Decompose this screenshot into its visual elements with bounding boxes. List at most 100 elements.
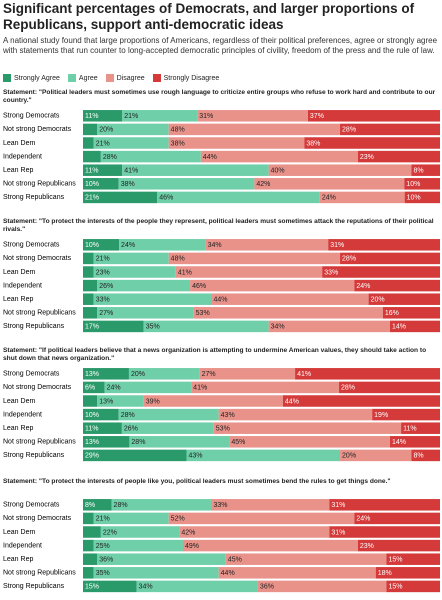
bar-segment <box>83 408 119 421</box>
legend-label: Strongly Disagree <box>163 74 220 82</box>
bar-segment <box>211 499 330 511</box>
bar-segment <box>83 526 101 538</box>
value-label: 21% <box>85 195 99 202</box>
value-label: 11% <box>403 426 417 433</box>
value-label: 33% <box>214 502 228 509</box>
bar-segment <box>143 395 283 407</box>
value-label: 18% <box>378 570 392 577</box>
bar-segment <box>319 191 405 204</box>
category-label: Independent <box>3 153 42 160</box>
value-label: 24% <box>356 283 370 290</box>
bar-segment <box>404 178 440 190</box>
bar-segment <box>200 150 358 163</box>
value-label: 38% <box>306 140 320 147</box>
bar-segment <box>386 580 440 593</box>
bar-segment <box>411 449 440 462</box>
bar-segment <box>205 239 329 251</box>
bar-segment <box>191 381 340 394</box>
statement: Statement: "If political leaders believe… <box>3 347 427 363</box>
value-label: 52% <box>171 516 185 523</box>
bar-segment <box>83 239 120 251</box>
value-label: 33% <box>324 269 338 276</box>
category-label: Not strong Democrats <box>3 255 72 262</box>
value-label: 44% <box>285 398 299 405</box>
value-label: 41% <box>297 371 311 378</box>
bar-segment <box>404 191 440 204</box>
value-label: 10% <box>85 181 99 188</box>
bar-segment <box>93 512 169 525</box>
value-label: 25% <box>96 543 110 550</box>
bar-segment <box>329 499 440 511</box>
bar-segment <box>211 293 369 305</box>
value-label: 49% <box>185 543 199 550</box>
value-label: 24% <box>322 195 336 202</box>
bar-segment <box>83 164 123 176</box>
value-label: 19% <box>374 412 388 419</box>
value-label: 28% <box>342 127 356 134</box>
bar-segment <box>97 553 226 565</box>
value-label: 11% <box>85 168 99 175</box>
bar-segment <box>83 191 158 204</box>
bar-segment <box>83 110 123 122</box>
value-label: 31% <box>331 529 345 536</box>
bar-segment <box>119 239 206 251</box>
bar-segment <box>93 539 183 552</box>
value-label: 29% <box>85 453 99 460</box>
bar-segment <box>93 252 169 265</box>
value-label: 35% <box>96 570 110 577</box>
value-label: 22% <box>103 529 117 536</box>
bar-segment <box>322 266 440 278</box>
value-label: 44% <box>203 154 217 161</box>
bar-segment <box>83 307 98 319</box>
legend-swatch <box>3 74 11 82</box>
category-label: Not strong Democrats <box>3 384 72 391</box>
category-label: Lean Rep <box>3 296 33 303</box>
bar-segment <box>100 150 201 163</box>
bar-segment <box>168 137 305 149</box>
value-label: 8% <box>413 168 423 175</box>
bar-segment <box>354 512 440 525</box>
legend-item: Strongly Agree <box>3 74 60 82</box>
bar-segment <box>83 266 94 278</box>
value-label: 21% <box>96 140 110 147</box>
category-label: Lean Dem <box>3 269 35 276</box>
bar-segment <box>129 436 230 448</box>
category-label: Strong Republicans <box>3 583 65 590</box>
bar-segment <box>83 539 94 552</box>
value-label: 31% <box>331 502 345 509</box>
value-label: 16% <box>385 310 399 317</box>
bar-segment <box>97 395 144 407</box>
category-label: Strong Democrats <box>3 113 60 120</box>
value-label: 6% <box>85 385 95 392</box>
bar-segment <box>401 422 440 434</box>
value-label: 21% <box>96 256 110 263</box>
bar-segment <box>199 368 296 380</box>
category-label: Strong Republicans <box>3 323 65 330</box>
category-label: Independent <box>3 411 42 418</box>
bar-segment <box>93 293 212 305</box>
value-label: 33% <box>96 297 110 304</box>
value-label: 45% <box>231 439 245 446</box>
value-label: 23% <box>360 543 374 550</box>
bar-segment <box>340 449 412 462</box>
bar-segment <box>83 381 105 394</box>
value-label: 21% <box>124 113 138 120</box>
value-label: 15% <box>388 584 402 591</box>
bar-segment <box>372 408 440 421</box>
value-label: 13% <box>85 371 99 378</box>
bar-segment <box>93 567 219 579</box>
bar-segment <box>83 320 144 333</box>
bar-segment <box>390 436 440 448</box>
bar-segment <box>83 252 94 265</box>
bar-segment <box>122 110 198 122</box>
value-label: 31% <box>199 113 213 120</box>
value-label: 28% <box>131 439 145 446</box>
value-label: 21% <box>96 516 110 523</box>
bar-segment <box>213 422 402 434</box>
bar-segment <box>175 266 323 278</box>
bar-segment <box>368 293 440 305</box>
value-label: 43% <box>221 412 235 419</box>
category-label: Lean Dem <box>3 398 35 405</box>
value-label: 43% <box>189 453 203 460</box>
